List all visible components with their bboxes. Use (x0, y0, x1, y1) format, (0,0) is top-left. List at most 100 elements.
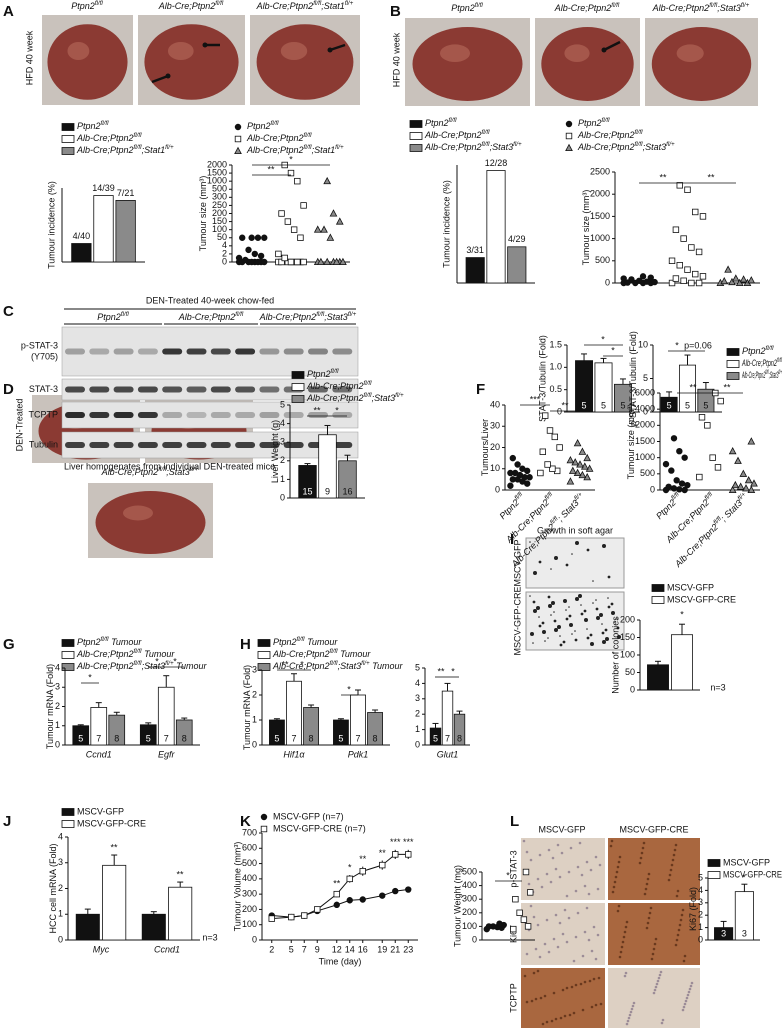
y-axis-label: Ki67 (Fold) (688, 887, 698, 931)
data-point (651, 278, 658, 286)
data-point (359, 868, 366, 875)
legend-swatch (257, 651, 271, 659)
photo-cell (655, 982, 659, 986)
photo-cell (596, 887, 600, 891)
photo-cell (540, 885, 544, 889)
bar (71, 243, 92, 263)
y-tick-label: 1500 (590, 211, 610, 221)
photo-cell (554, 867, 558, 871)
y-axis-label: Tumour mRNA (Fold) (242, 665, 252, 750)
colony (601, 631, 605, 635)
blot-band (186, 442, 207, 448)
y-tick-label: 0 (650, 484, 655, 494)
colony (547, 637, 549, 639)
blot-title: DEN-Treated 40-week chow-fed (146, 295, 274, 305)
data-point (268, 915, 275, 922)
colony (530, 632, 534, 636)
blot-row-label: Tubulin (29, 439, 58, 449)
colony (589, 633, 593, 637)
blot-band (210, 442, 231, 448)
arrow (329, 43, 346, 52)
photo-cell (545, 872, 549, 876)
x-tick-label: 9 (315, 944, 320, 954)
arrow-head (202, 42, 208, 48)
photo-cell (578, 841, 582, 845)
blot-row-label: STAT-3 (29, 384, 58, 394)
panel-letter: D (3, 381, 14, 398)
data-point (257, 252, 265, 260)
data-point (313, 225, 322, 233)
photo-cell (545, 918, 549, 922)
y-tick-label: 0 (495, 484, 500, 494)
x-tick-label: 7 (302, 944, 307, 954)
y-tick-label: 1000 (207, 176, 227, 186)
colony (583, 609, 587, 613)
legend-swatch (409, 120, 423, 128)
photo-cell (632, 1001, 636, 1005)
y-tick-label: 200 (212, 208, 227, 218)
photo-cell (589, 868, 593, 872)
x-tick-label: 12 (332, 944, 342, 954)
photo-cell (645, 926, 649, 930)
blot-row-label: TCPTP (28, 409, 58, 419)
legend-label: Alb-Cre;Ptpn2fl/fl;Stat3fl/+ Tumour (272, 660, 404, 671)
value-label: 7/21 (117, 188, 135, 198)
legend-label: Ptpn2fl/fl (578, 117, 610, 128)
data-point (537, 469, 544, 477)
photo-highlight (167, 42, 194, 60)
n-label: 5 (433, 733, 438, 743)
y-tick-label: 1000 (590, 233, 610, 243)
photo-cell (538, 853, 542, 857)
n-label: 5 (582, 400, 587, 410)
legend-label: MSCV-GFP (667, 582, 714, 592)
blot-band (308, 386, 328, 393)
photo-row-label: MSCV-GFP (512, 539, 522, 586)
n-label: 5 (146, 733, 151, 743)
y-tick-label: 200 (242, 904, 257, 914)
data-point (699, 213, 707, 220)
photo-cell (590, 1005, 594, 1009)
photo-cell (684, 999, 688, 1003)
data-point (643, 278, 651, 285)
data-point (546, 427, 554, 434)
photo-cell (572, 959, 576, 963)
photo-cell (643, 892, 647, 896)
significance: * (611, 345, 615, 355)
y-tick-label: 0 (643, 406, 648, 416)
y-tick-label: 400 (462, 880, 477, 890)
photo-cell (669, 868, 673, 872)
y-tick-label: 700 (242, 827, 257, 837)
y-tick-label: 2 (280, 455, 285, 465)
blot-band (259, 442, 280, 448)
photo-side-label: HFD 40 week (391, 32, 401, 87)
photo-liver (95, 491, 206, 554)
blot-band (259, 348, 280, 355)
y-tick-label: 4 (222, 240, 227, 250)
photo-cell (688, 987, 692, 991)
colony (542, 630, 546, 634)
x-tick-label: Ptpn2fl/fl (497, 491, 528, 522)
data-point (744, 476, 753, 484)
data-point (576, 460, 584, 468)
blot-band (186, 412, 207, 418)
n-label: 7 (96, 733, 101, 743)
data-point (235, 254, 243, 262)
significance: ** (333, 878, 341, 888)
blot-band (89, 442, 110, 448)
photo-label: Alb-Cre;Ptpn2fl/fl;Stat3fl/+ (101, 466, 199, 477)
data-point (300, 202, 307, 209)
y-axis-label: Liver Weight (g) (270, 420, 280, 483)
panel-letter: F (476, 381, 485, 398)
photo-cell (580, 873, 584, 877)
colony (571, 633, 573, 635)
data-point (301, 912, 308, 919)
data-point (288, 913, 295, 921)
photo-cell (563, 1014, 567, 1018)
data-point (578, 470, 587, 479)
blot-strip (61, 378, 359, 401)
y-tick-label: 4000 (635, 404, 655, 414)
arrow-head (601, 47, 607, 53)
data-point (735, 278, 744, 286)
data-point (254, 258, 262, 266)
data-point (405, 851, 412, 858)
